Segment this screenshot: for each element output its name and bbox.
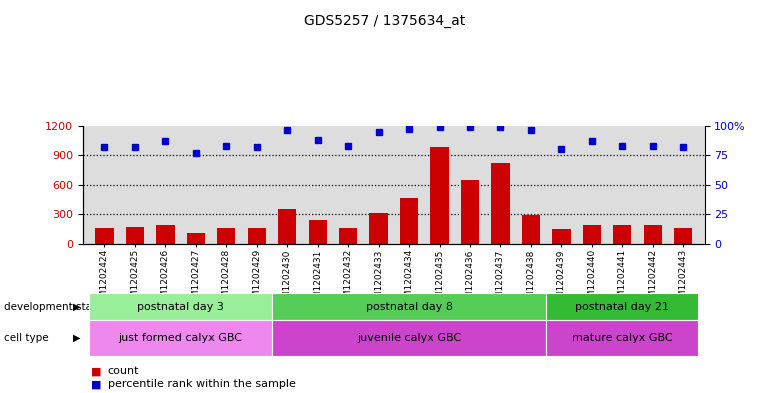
Bar <box>278 209 296 244</box>
Text: just formed calyx GBC: just formed calyx GBC <box>119 333 243 343</box>
Bar <box>491 163 510 244</box>
Bar <box>126 228 144 244</box>
Bar <box>187 233 205 244</box>
Text: development stage: development stage <box>4 301 105 312</box>
Bar <box>613 225 631 244</box>
Bar <box>156 224 175 244</box>
Bar <box>461 180 479 244</box>
Bar <box>430 147 449 244</box>
Bar <box>674 228 692 244</box>
Bar <box>95 228 114 244</box>
Bar <box>583 226 601 244</box>
Bar <box>522 215 540 244</box>
Text: percentile rank within the sample: percentile rank within the sample <box>108 379 296 389</box>
Bar <box>644 226 662 244</box>
Text: ▶: ▶ <box>73 333 81 343</box>
Bar <box>309 220 326 244</box>
Text: count: count <box>108 366 139 376</box>
Text: postnatal day 3: postnatal day 3 <box>137 301 224 312</box>
Text: ■: ■ <box>91 366 102 376</box>
Text: juvenile calyx GBC: juvenile calyx GBC <box>357 333 461 343</box>
Bar <box>248 228 266 244</box>
Text: cell type: cell type <box>4 333 49 343</box>
Text: GDS5257 / 1375634_at: GDS5257 / 1375634_at <box>304 14 466 28</box>
Text: postnatal day 21: postnatal day 21 <box>575 301 669 312</box>
Bar <box>400 198 418 244</box>
Text: mature calyx GBC: mature calyx GBC <box>572 333 673 343</box>
Bar <box>217 228 236 244</box>
Text: postnatal day 8: postnatal day 8 <box>366 301 453 312</box>
Bar <box>370 213 388 244</box>
Text: ■: ■ <box>91 379 102 389</box>
Text: ▶: ▶ <box>73 301 81 312</box>
Bar <box>552 230 571 244</box>
Bar <box>339 228 357 244</box>
